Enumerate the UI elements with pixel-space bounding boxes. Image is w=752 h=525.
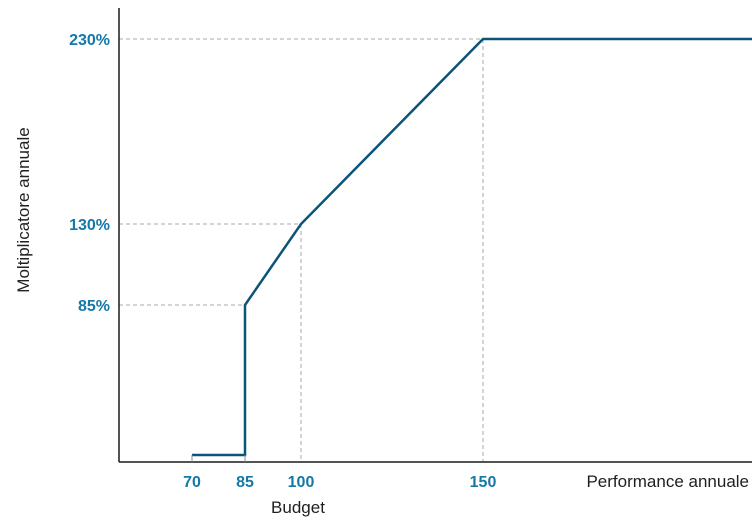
series-line-0 — [192, 37, 752, 457]
y-tick-label-230: 230% — [69, 32, 110, 49]
y-tick-label-85: 85% — [78, 298, 110, 315]
y-tick-labels: 85% 130% 230% — [69, 32, 110, 315]
series — [191, 37, 752, 462]
axes — [118, 8, 752, 463]
x-axis-label: Budget — [271, 498, 325, 517]
x-tick-labels: 70 85 100 150 — [183, 474, 496, 491]
x-tick-label-85: 85 — [236, 474, 254, 491]
guide-lines — [119, 38, 752, 462]
x-tick-label-150: 150 — [470, 474, 497, 491]
y-tick-label-130: 130% — [69, 217, 110, 234]
x-tick-label-100: 100 — [288, 474, 315, 491]
y-axis-label: Moltiplicatore annuale — [14, 127, 33, 292]
x-axis-label-secondary: Performance annuale — [586, 472, 749, 491]
x-tick-label-70: 70 — [183, 474, 201, 491]
